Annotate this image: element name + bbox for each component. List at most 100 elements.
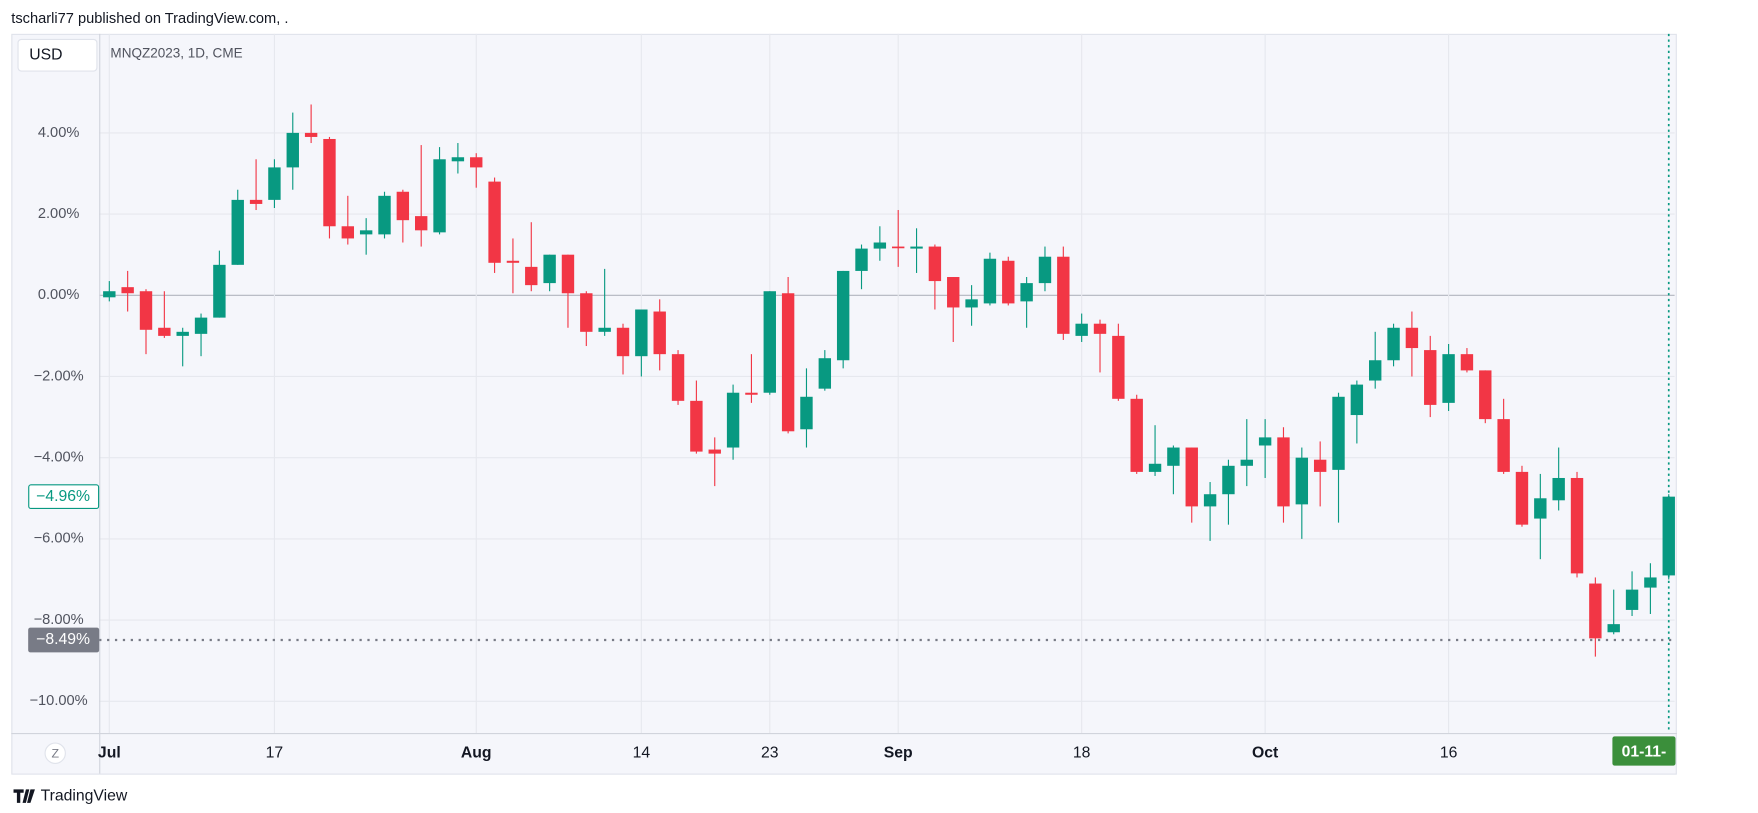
candle-body	[1570, 477, 1584, 574]
candle-body	[286, 132, 299, 168]
candle-body	[470, 157, 483, 168]
candle-body	[800, 396, 813, 430]
candle-body	[543, 254, 556, 284]
x-tick-label: 17	[266, 744, 284, 761]
candle-body	[1295, 457, 1309, 505]
candle-body	[1167, 447, 1180, 466]
candle-body	[451, 157, 465, 162]
candle-body	[1020, 283, 1033, 302]
candle-body	[1405, 327, 1419, 349]
candle-body	[525, 266, 538, 286]
candle-body	[855, 248, 868, 271]
candle-body	[965, 299, 978, 308]
timezone-label[interactable]: Z	[51, 747, 59, 761]
candle-body	[1442, 354, 1455, 403]
candle-body	[708, 449, 721, 454]
candle-body	[1644, 577, 1657, 588]
candle-body	[488, 181, 501, 263]
candle-body	[1148, 463, 1162, 472]
candle-body	[1093, 323, 1107, 334]
x-tick-label: Sep	[884, 744, 913, 761]
currency-label[interactable]: USD	[29, 46, 62, 63]
y-tick-label: 4.00%	[38, 125, 80, 141]
x-tick-label: 01-11-	[1622, 743, 1667, 760]
candle-body	[1424, 350, 1437, 405]
candle-body	[323, 138, 336, 227]
candle-body	[1130, 398, 1143, 472]
y-tick-label: −8.00%	[34, 612, 84, 628]
candle-body	[433, 159, 446, 233]
x-tick-label: 14	[633, 744, 651, 761]
candle-body	[213, 264, 226, 318]
candle-body	[928, 246, 942, 282]
candle-body	[396, 191, 410, 221]
y-tick-label: −4.00%	[34, 450, 84, 466]
candle-body	[1222, 465, 1235, 495]
current-date-box	[1612, 736, 1676, 766]
y-tick-label: −2.00%	[34, 368, 84, 384]
candle-body	[415, 216, 428, 231]
label-layer: 4.00% 2.00% 0.00% −2.00% −4.00% −6.00% −8.00% −…	[28, 125, 1676, 766]
price-label-box	[28, 484, 100, 510]
candle-body	[158, 327, 171, 336]
candle-body	[506, 260, 520, 263]
x-tick-label: 23	[761, 744, 779, 761]
candle-body	[1057, 256, 1070, 334]
candle-body	[1112, 335, 1125, 399]
candle-body	[249, 199, 263, 204]
candle-body	[1497, 419, 1510, 472]
y-tick-label: −10.00%	[29, 693, 87, 709]
candle-body	[1387, 327, 1400, 361]
candle-body	[892, 246, 905, 249]
candle-body	[378, 195, 391, 235]
price-label-box	[28, 627, 100, 653]
candle-body	[139, 291, 153, 330]
candle-body	[671, 354, 685, 401]
candle-body	[818, 358, 832, 389]
x-tick-label: Aug	[461, 744, 492, 761]
y-tick-label: 0.00%	[38, 287, 80, 303]
candle-body	[763, 291, 776, 393]
candle-body	[1350, 384, 1364, 416]
x-tick-label: 16	[1440, 744, 1458, 761]
candle-body	[359, 230, 373, 235]
candle-body	[121, 287, 134, 294]
candle-body	[745, 392, 758, 395]
price-label: −4.96%	[36, 488, 90, 505]
candle-body	[947, 277, 960, 308]
candle-body	[1240, 459, 1253, 466]
currency-button[interactable]	[17, 38, 98, 72]
candle-body	[1185, 447, 1198, 507]
candle-body	[781, 293, 795, 432]
symbol-title: MNQZ2023, 1D, CME	[110, 46, 242, 61]
candle-body	[1662, 496, 1675, 576]
timezone-button[interactable]	[44, 742, 66, 764]
candle-body	[1075, 323, 1088, 336]
candle-body	[561, 254, 575, 294]
candle-body	[635, 309, 648, 357]
candle-body	[1479, 370, 1492, 420]
candle-body	[1515, 471, 1529, 525]
x-tick-label: Oct	[1252, 744, 1279, 761]
candle-body	[910, 246, 923, 249]
candle-body	[1332, 396, 1345, 470]
candle-body	[231, 199, 244, 265]
y-tick-label: −6.00%	[34, 531, 84, 547]
y-tick-label: 2.00%	[38, 206, 80, 222]
candle-body	[1534, 498, 1547, 519]
candle-body	[1589, 583, 1602, 639]
candle-body	[1277, 437, 1290, 507]
candle-body	[580, 293, 593, 332]
author-line: tscharli77 published on TradingView.com,…	[11, 11, 288, 27]
brand-icon	[13, 789, 35, 803]
candle-body	[194, 317, 208, 334]
candle-body	[268, 167, 281, 200]
candle-body	[616, 327, 630, 357]
brand-name: TradingView	[41, 787, 128, 804]
candle-body	[1313, 459, 1327, 472]
candle-body	[690, 400, 703, 452]
brand-logo: TradingView	[13, 787, 128, 804]
candle-body	[836, 270, 850, 361]
candle-body	[1607, 624, 1620, 633]
candle-body	[103, 291, 116, 298]
